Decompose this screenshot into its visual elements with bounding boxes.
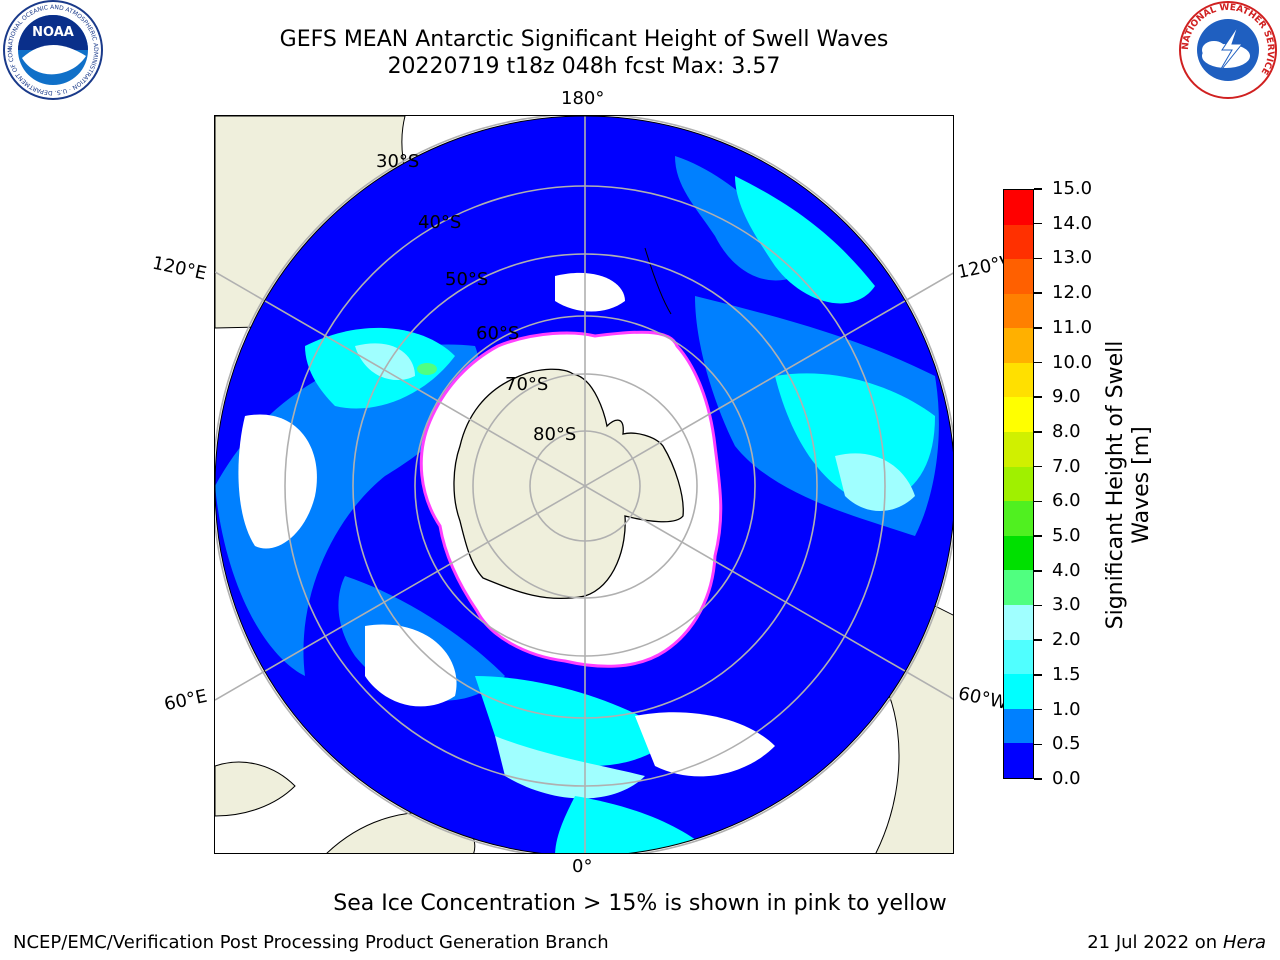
colorbar-tick-mark [1034, 708, 1042, 711]
colorbar-segment-5 [1004, 570, 1033, 606]
colorbar [1003, 189, 1034, 779]
footer-machine: Hera [1222, 932, 1266, 953]
colorbar-segment-9 [1004, 432, 1033, 467]
colorbar-tick-label: 10.0 [1052, 351, 1093, 373]
colorbar-tick-label: 4.0 [1052, 559, 1081, 581]
lat-label-60s: 60°S [476, 323, 520, 344]
colorbar-tick-mark [1034, 500, 1042, 503]
colorbar-tick-label: 9.0 [1052, 386, 1081, 408]
colorbar-tick-label: 8.0 [1052, 420, 1081, 442]
chart-title: GEFS MEAN Antarctic Significant Height o… [279, 27, 889, 52]
lat-label-50s: 50°S [445, 269, 489, 290]
colorbar-tick-mark [1034, 327, 1042, 329]
colorbar-tick-label: 0.0 [1052, 768, 1081, 789]
colorbar-tick-mark [1034, 743, 1042, 746]
colorbar-segment-3 [1004, 639, 1033, 675]
lon-label-60e: 60°E [162, 685, 209, 716]
noaa-logo: NOAA NATIONAL OCEANIC AND ATMOSPHERIC AD… [2, 0, 103, 100]
colorbar-segment-0 [1004, 743, 1033, 778]
lat-label-40s: 40°S [418, 212, 462, 233]
svg-text:NOAA: NOAA [32, 25, 74, 40]
lon-label-0: 0° [572, 856, 593, 877]
colorbar-tick-label: 12.0 [1052, 282, 1093, 304]
colorbar-tick-mark [1034, 535, 1042, 537]
colorbar-tick-mark [1034, 431, 1042, 433]
lat-label-80s: 80°S [533, 424, 577, 445]
colorbar-tick-mark [1034, 674, 1042, 676]
colorbar-segment-4 [1004, 605, 1033, 640]
colorbar-tick-label: 3.0 [1052, 594, 1081, 616]
colorbar-tick-mark [1034, 292, 1042, 294]
nws-logo: NATIONAL WEATHER SERVICE [1179, 1, 1277, 99]
lon-label-180: 180° [561, 88, 605, 109]
lon-label-120e: 120°E [150, 252, 209, 285]
colorbar-segment-8 [1004, 466, 1033, 502]
footer-date: 21 Jul 2022 on Hera [1087, 932, 1266, 953]
colorbar-title: Significant Height of Swell Waves [m] [1103, 340, 1154, 630]
colorbar-tick-label: 1.5 [1052, 663, 1081, 685]
colorbar-tick-label: 2.0 [1052, 629, 1081, 651]
colorbar-tick-label: 6.0 [1052, 490, 1081, 512]
colorbar-tick-mark [1034, 570, 1042, 572]
lat-label-70s: 70°S [505, 374, 549, 395]
footer-date-text: 21 Jul 2022 on [1087, 932, 1223, 953]
colorbar-tick-mark [1034, 188, 1042, 190]
colorbar-tick-mark [1034, 465, 1042, 468]
lat-label-30s: 30°S [376, 151, 420, 172]
colorbar-tick-label: 0.5 [1052, 733, 1081, 755]
lon-label-60w: 60°W [956, 683, 1010, 714]
sea-ice-note: Sea Ice Concentration > 15% is shown in … [333, 891, 947, 916]
colorbar-tick-label: 5.0 [1052, 525, 1081, 547]
colorbar-tick-mark [1034, 604, 1042, 607]
colorbar-tick-label: 7.0 [1052, 455, 1081, 477]
colorbar-segment-10 [1004, 397, 1033, 433]
colorbar-tick-label: 14.0 [1052, 212, 1093, 234]
colorbar-tick-mark [1034, 778, 1042, 780]
colorbar-tick-mark [1034, 222, 1042, 225]
colorbar-tick-mark [1034, 361, 1042, 364]
colorbar-segment-7 [1004, 501, 1033, 536]
colorbar-segment-12 [1004, 328, 1033, 363]
colorbar-segment-13 [1004, 293, 1033, 329]
footer-credit: NCEP/EMC/Verification Post Processing Pr… [13, 932, 609, 953]
colorbar-tick-label: 1.0 [1052, 698, 1081, 720]
graticule [215, 116, 953, 853]
ocean-field [215, 116, 953, 853]
colorbar-tick-label: 13.0 [1052, 247, 1093, 269]
antarctica-land [453, 247, 684, 600]
colorbar-segment-16 [1004, 190, 1033, 225]
colorbar-tick-mark [1034, 257, 1042, 260]
colorbar-segment-2 [1004, 674, 1033, 709]
colorbar-segment-1 [1004, 708, 1033, 744]
colorbar-tick-label: 15.0 [1052, 178, 1093, 199]
map-panel [214, 115, 954, 854]
colorbar-tick-mark [1034, 396, 1042, 398]
colorbar-segment-6 [1004, 535, 1033, 571]
colorbar-tick-mark [1034, 639, 1042, 641]
colorbar-segment-14 [1004, 259, 1033, 294]
chart-subtitle: 20220719 t18z 048h fcst Max: 3.57 [387, 54, 781, 79]
colorbar-segment-15 [1004, 224, 1033, 260]
colorbar-tick-label: 11.0 [1052, 316, 1093, 338]
colorbar-segment-11 [1004, 362, 1033, 398]
polar-map [215, 116, 953, 853]
